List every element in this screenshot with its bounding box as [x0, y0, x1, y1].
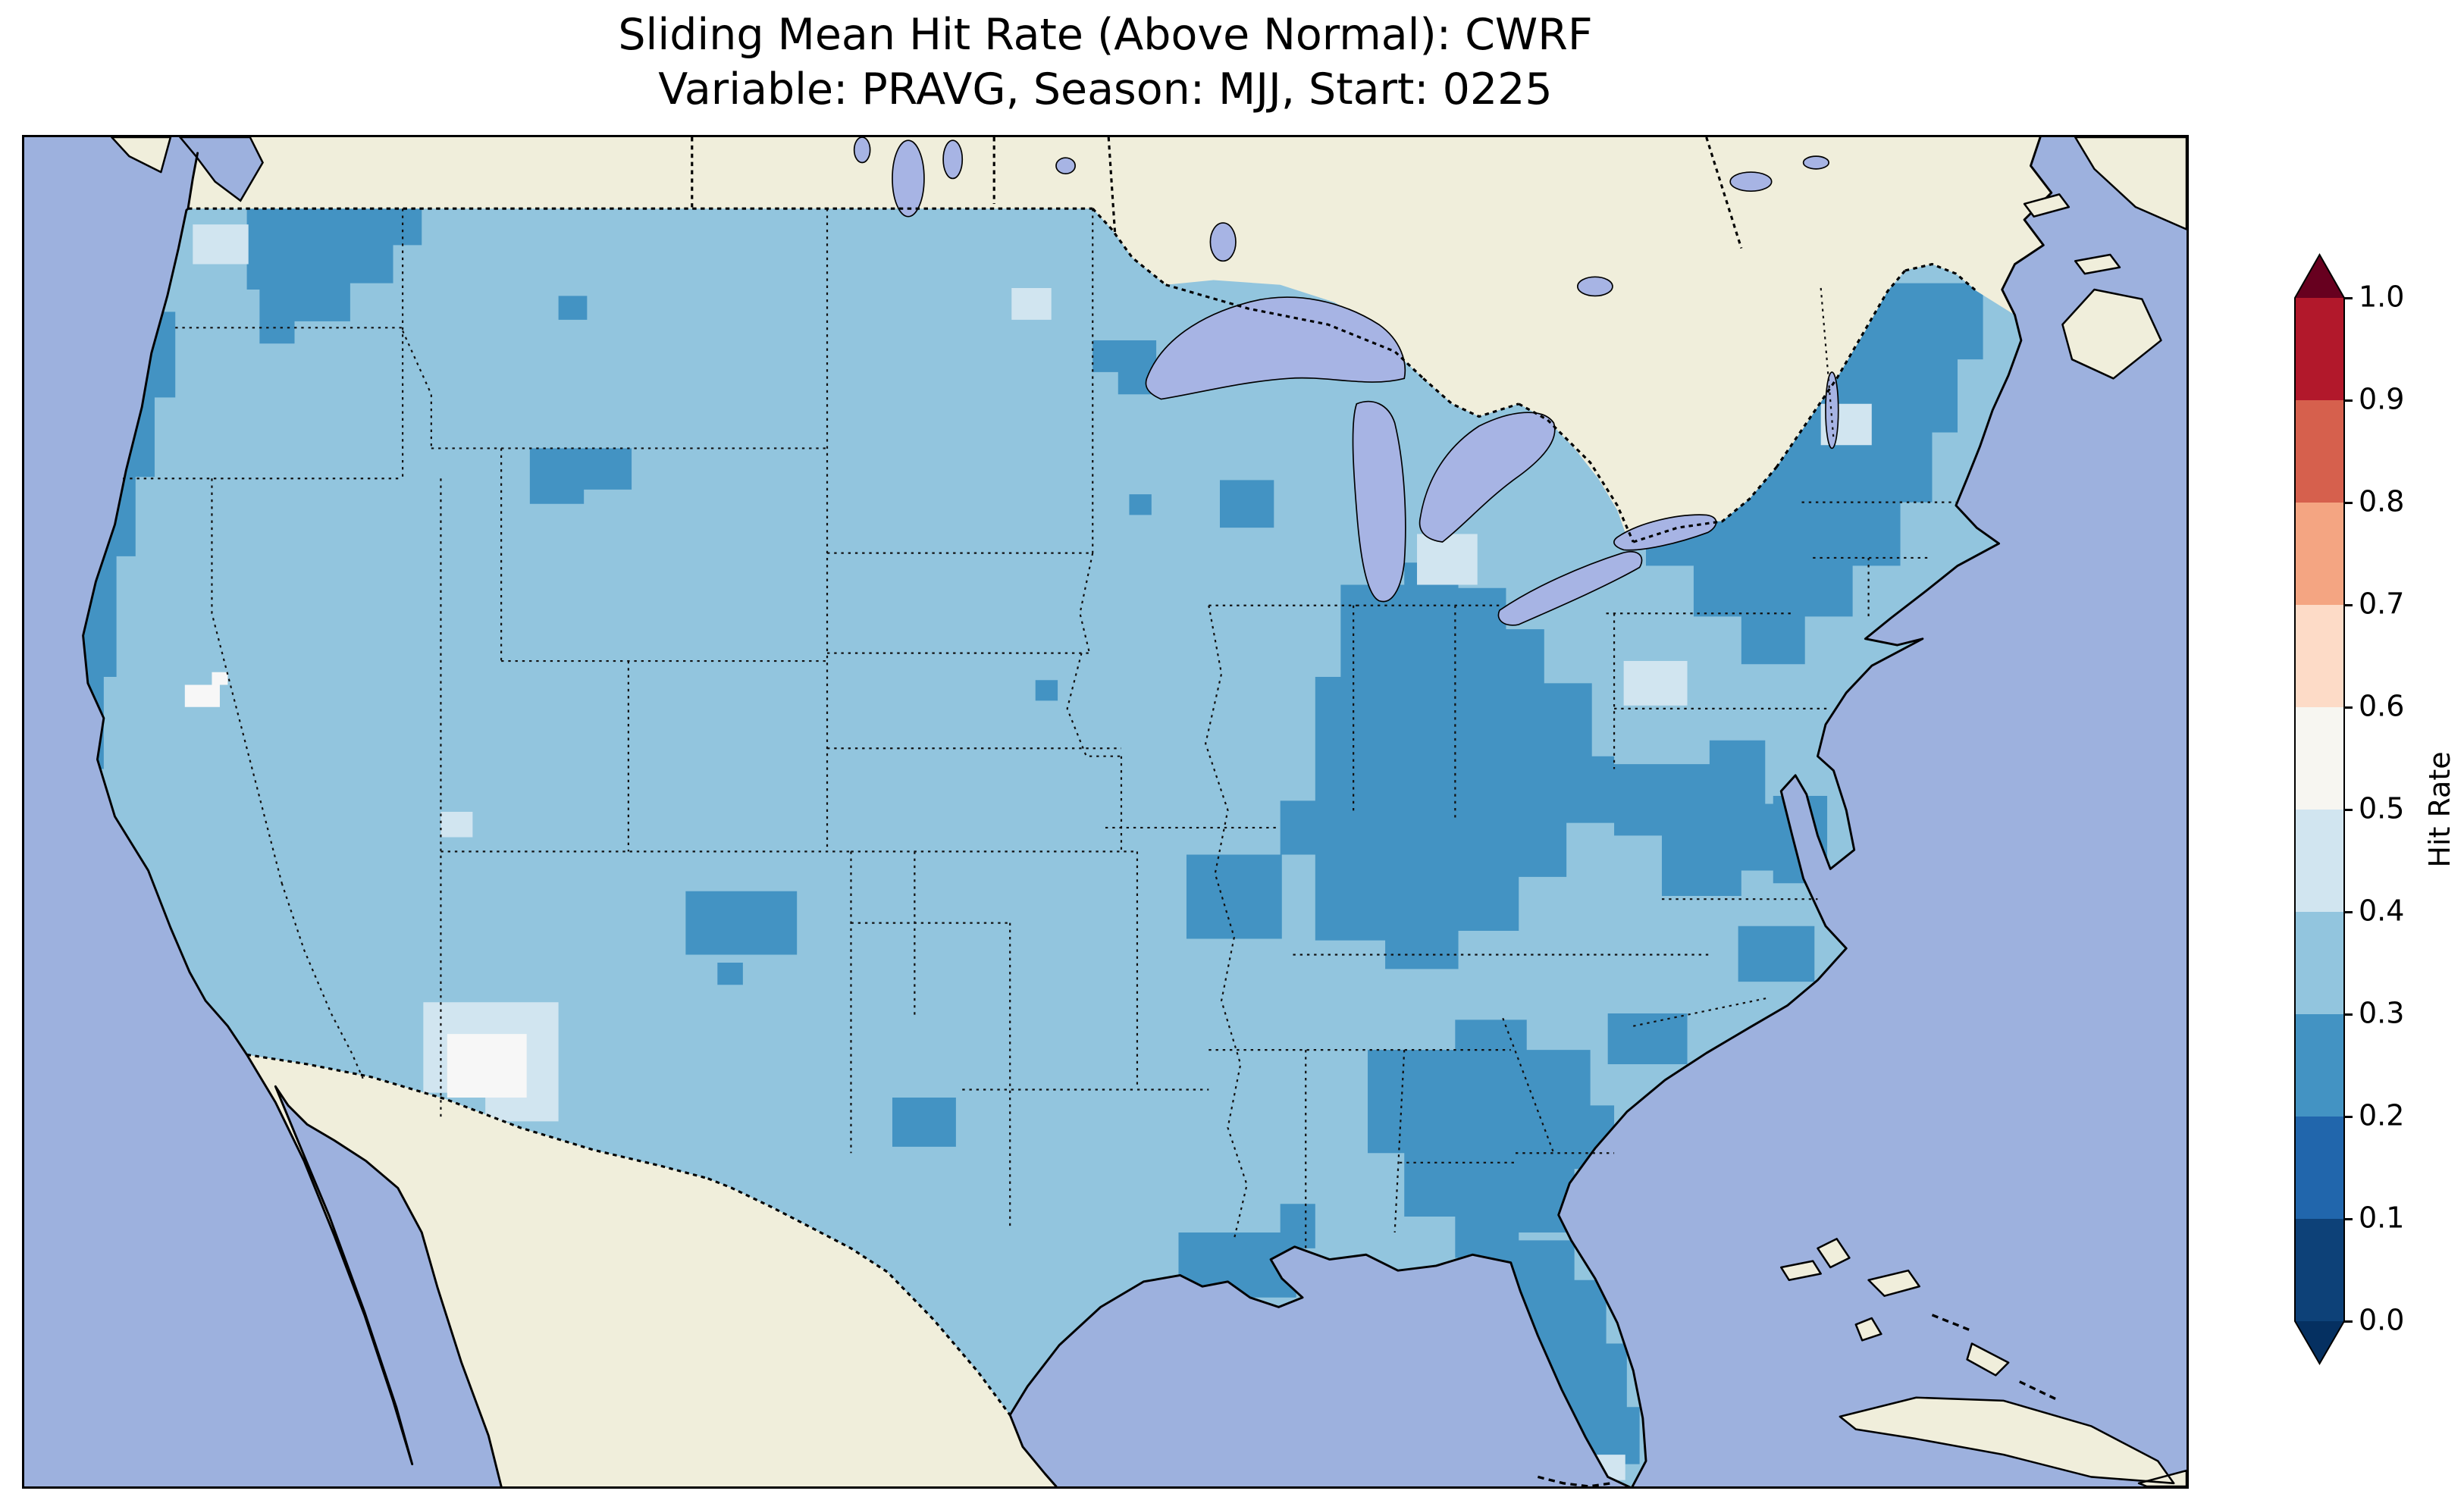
colorbar-tick-mark	[2344, 1115, 2353, 1118]
canada-lake	[853, 137, 871, 164]
florida-keys	[1537, 1475, 1612, 1486]
colorbar-tick-label: 1.0	[2359, 280, 2405, 314]
colorbar-tick-mark	[2344, 603, 2353, 606]
colorbar-segment-0.9-1.0	[2295, 298, 2344, 401]
figure-title-line1: Sliding Mean Hit Rate (Above Normal): CW…	[618, 10, 1593, 60]
canada-lake	[892, 139, 925, 218]
colorbar-tick-label: 0.8	[2359, 484, 2405, 518]
colorbar-segment-0.8-0.9	[2295, 400, 2344, 503]
colorbar-tick-label: 0.6	[2359, 689, 2405, 723]
colorbar-tick-mark	[2344, 296, 2353, 299]
colorbar-tick-label: 0.3	[2359, 996, 2405, 1030]
colorbar-tick-mark	[2344, 501, 2353, 504]
hit-rate-cells-0.4-0.5	[193, 224, 1872, 1480]
colorbar-tick-mark	[2344, 706, 2353, 709]
hit-rate-cells	[83, 208, 1983, 1486]
state-borders	[123, 208, 1956, 1248]
colorbar-tick-label: 0.4	[2359, 894, 2405, 928]
colorbar-segment-0.3-0.4	[2295, 912, 2344, 1015]
colorbar-segment-0.5-0.6	[2295, 707, 2344, 810]
lake-huron	[1419, 412, 1556, 543]
colorbar-tick-label: 0.7	[2359, 587, 2405, 621]
colorbar-segment-0.4-0.5	[2295, 810, 2344, 913]
lake-erie	[1497, 551, 1643, 626]
colorbar-over-arrow	[2295, 255, 2344, 298]
colorbar-ticks: 1.0 0.9 0.8 0.7 0.6 0.5 0.4 0.3 0.2 0.1 0.0	[2344, 280, 2458, 1337]
figure-title-line2: Variable: PRAVG, Season: MJJ, Start: 022…	[658, 64, 1553, 114]
bahama-cays	[1931, 1314, 2060, 1402]
colorbar-tick-label: 0.2	[2359, 1098, 2405, 1132]
conus-hit-rate-map	[24, 137, 2187, 1486]
figure-title: Sliding Mean Hit Rate (Above Normal): CW…	[22, 8, 2189, 117]
colorbar	[2294, 252, 2345, 1365]
colorbar-tick-mark	[2344, 1320, 2353, 1323]
canada-lakes	[853, 137, 1830, 297]
hit-rate-cells-0.2-0.3	[83, 208, 1983, 1486]
colorbar-tick-mark	[2344, 1217, 2353, 1220]
canada-lake	[1576, 276, 1613, 297]
canada-lake	[1802, 155, 1830, 170]
colorbar-segment-0.7-0.8	[2295, 503, 2344, 606]
colorbar-segment-0.2-0.3	[2295, 1014, 2344, 1117]
coastlines	[82, 137, 2053, 1486]
colorbar-segment-0.6-0.7	[2295, 605, 2344, 708]
colorbar-tick-mark	[2344, 1013, 2353, 1016]
colorbar-tick-mark	[2344, 399, 2353, 402]
canada-lake	[1729, 171, 1773, 193]
hit-rate-cells-0.5-0.6	[184, 672, 527, 1098]
lake-michigan	[1352, 400, 1406, 603]
colorbar-axis-label: Hit Rate	[2423, 751, 2456, 868]
canada-lake	[942, 139, 964, 180]
colorbar-tick-label: 0.0	[2359, 1303, 2405, 1337]
colorbar-tick-mark	[2344, 808, 2353, 811]
colorbar-tick-mark	[2344, 910, 2353, 913]
colorbar-segment-0.1-0.2	[2295, 1117, 2344, 1220]
map-panel	[22, 135, 2189, 1489]
lake-superior	[1145, 296, 1406, 400]
colorbar-under-arrow	[2295, 1321, 2344, 1364]
canada-lake	[1209, 222, 1237, 262]
colorbar-tick-label: 0.1	[2359, 1201, 2405, 1235]
canada-lake	[1055, 157, 1076, 175]
colorbar-segment-0.0-0.1	[2295, 1219, 2344, 1322]
great-lakes	[1145, 296, 1839, 626]
colorbar-tick-label: 0.5	[2359, 791, 2405, 825]
national-borders	[187, 137, 1978, 1416]
islands	[111, 137, 2187, 1486]
colorbar-tick-label: 0.9	[2359, 382, 2405, 416]
